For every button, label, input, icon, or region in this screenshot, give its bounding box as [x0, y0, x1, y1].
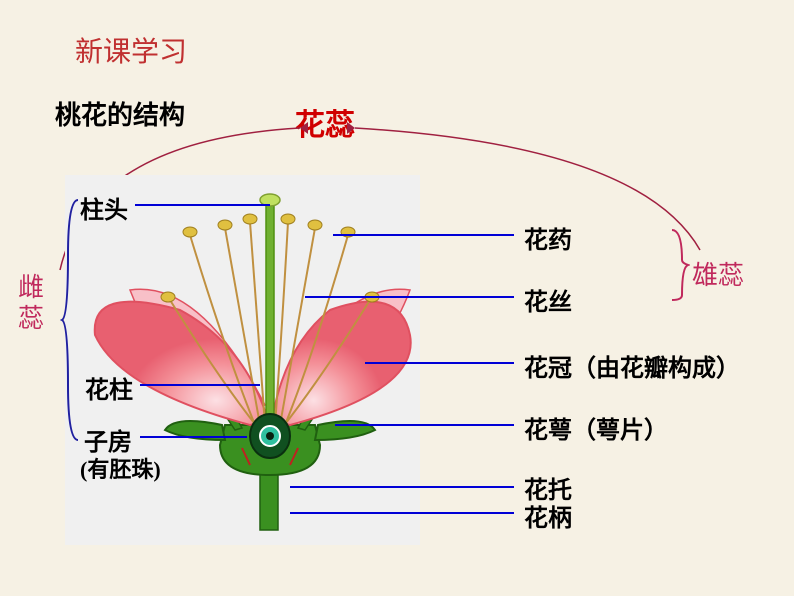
leader-filament — [305, 296, 514, 298]
label-anther: 花药 — [524, 220, 572, 255]
leader-corolla — [365, 362, 514, 364]
leader-anther — [333, 234, 514, 236]
leader-receptacle — [290, 486, 514, 488]
leader-style — [140, 384, 260, 386]
label-style: 花柱 — [85, 370, 133, 405]
label-calyx: 花萼（萼片） — [524, 410, 668, 445]
pistil-group-label: 雌蕊 — [18, 272, 44, 334]
label-corolla: 花冠（由花瓣构成） — [524, 348, 740, 383]
leader-calyx — [335, 424, 514, 426]
stamen-bracket — [670, 225, 690, 305]
label-filament: 花丝 — [524, 282, 572, 317]
leader-stigma — [135, 204, 270, 206]
leader-pedicel — [290, 512, 514, 514]
stamen-group-label: 雄蕊 — [692, 255, 744, 292]
label-pedicel: 花柄 — [524, 498, 572, 533]
pistil-bracket — [60, 195, 80, 445]
leader-ovary — [140, 436, 247, 438]
label-ovary-note: (有胚珠) — [80, 452, 161, 484]
label-stigma: 柱头 — [80, 190, 128, 225]
